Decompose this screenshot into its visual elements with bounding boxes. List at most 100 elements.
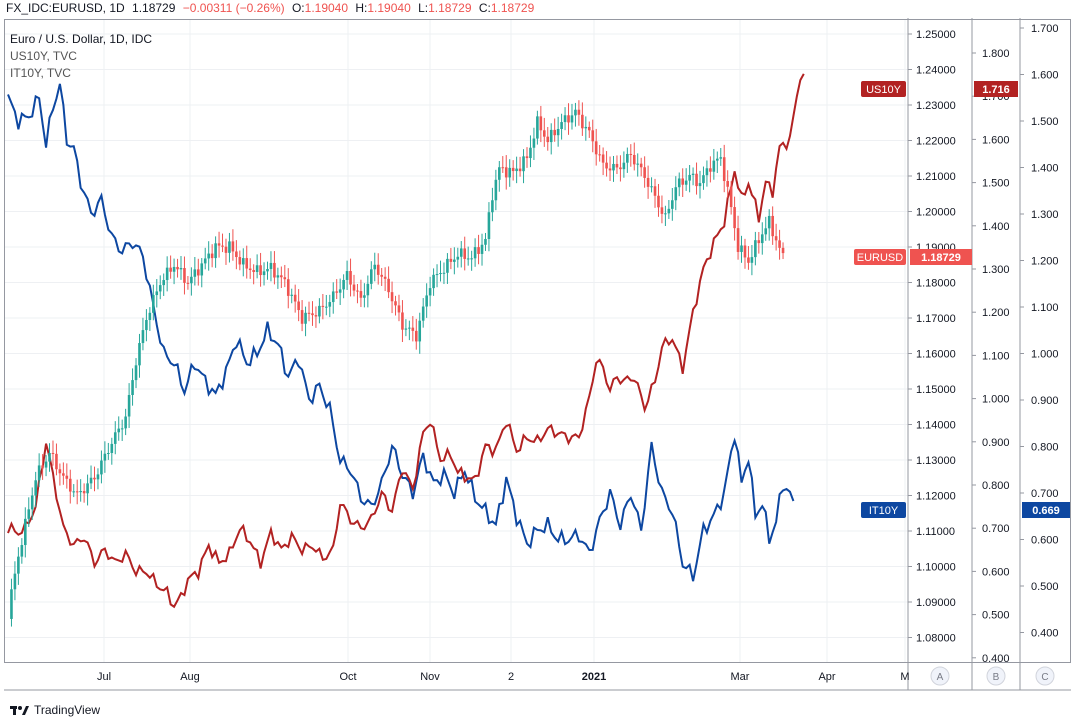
candle-body [214,243,217,259]
us10y-tick-label: 1.300 [982,264,1010,276]
candle-body [352,284,356,291]
candle-body [193,269,197,277]
candle-body [428,288,432,296]
candle-body [740,245,743,252]
x-tick-label: Apr [818,671,835,683]
candle-body [532,138,536,148]
legend-it10y[interactable]: IT10Y, TVC [10,66,71,80]
scale-buttons[interactable]: A B C [930,666,1055,686]
it10y-tick-label: 1.200 [1031,256,1059,268]
candle-body [390,292,394,302]
candle-body [605,162,608,169]
candle-body [466,258,470,260]
eurusd-tick-label: 1.11000 [916,526,955,538]
candle-body [55,453,58,470]
it10y-series [7,83,795,582]
it10y-tick-label: 0.500 [1031,581,1059,593]
candle-body [266,268,269,272]
candle-body [570,115,574,123]
legend-us10y[interactable]: US10Y, TVC [10,49,77,63]
scale-button-c[interactable] [1035,666,1055,686]
candle-body [498,167,501,180]
candle-body [432,274,435,289]
candle-body [314,315,318,317]
eurusd-tick-label: 1.24000 [916,65,956,77]
it10y-tick-label: 1.400 [1031,163,1059,175]
candle-body [172,266,176,272]
candle-body [190,276,193,284]
candle-body [380,274,383,277]
candle-body [62,473,65,476]
candle-body [709,168,712,172]
legend-eurusd[interactable]: Euro / U.S. Dollar, 1D, IDC [10,32,153,46]
candle-body [51,452,55,454]
candle-body [522,156,525,172]
candle-body [255,265,259,272]
candle-body [601,154,605,163]
grid [5,20,908,662]
it10y-tick-label: 1.500 [1031,116,1059,128]
candle-body [152,295,155,313]
candle-body [549,129,553,143]
candle-body [612,163,615,171]
eurusd-tick-label: 1.22000 [916,136,956,148]
candle-body [200,263,204,276]
candle-body [387,278,390,293]
us10y-tick-label: 1.000 [982,394,1010,406]
candle-body [615,163,619,168]
candle-body [176,266,179,270]
us10y-tick-label: 1.200 [982,307,1010,319]
candle-body [716,158,719,161]
candle-body [587,126,591,131]
us10y-value-tag-text: 1.716 [982,84,1010,96]
candle-body [120,428,124,430]
candle-body [560,122,563,129]
candle-body [203,258,207,264]
candle-body [217,243,221,246]
candle-body [463,248,467,259]
eurusd-tick-label: 1.21000 [916,171,956,183]
scale-button-label: A [937,672,944,683]
tradingview-logo[interactable]: TradingView [10,703,100,717]
x-tick-label: M [900,671,909,683]
scale-button-b[interactable] [986,666,1006,686]
us10y-tick-label: 0.500 [982,610,1010,622]
chart-border [4,19,1071,663]
last-value-tags: US10Y 1.716 EURUSD 1.18729 IT10Y 0.669 [854,81,1070,518]
candle-body [72,491,76,493]
candle-body [290,294,294,296]
candle-body [456,256,460,260]
candle-body [103,453,107,461]
candle-body [411,327,415,331]
candle-body [304,312,307,324]
brand-name: TradingView [34,703,101,717]
candle-body [110,443,114,453]
eurusd-tick-label: 1.12000 [916,491,956,503]
candle-body [342,279,345,290]
candle-body [93,477,96,480]
scale-button-a[interactable] [930,666,950,686]
candle-body [705,168,709,176]
it10y-tick-label: 0.700 [1031,488,1059,500]
x-tick-label: Oct [339,671,356,683]
eurusd-tick-label: 1.08000 [916,633,956,645]
candle-body [767,215,771,229]
candle-body [183,268,186,283]
candle-body [688,174,691,181]
candle-body [383,276,387,279]
candle-body [418,320,422,342]
eurusd-value-tag [910,249,972,265]
x-tick-label: Jul [97,671,111,683]
candle-body [17,556,20,574]
candle-body [622,162,626,170]
it10y-tick-label: 1.600 [1031,70,1059,82]
candle-body [504,167,508,178]
eurusd-tick-label: 1.23000 [916,100,956,112]
candle-body [338,289,342,293]
candle-body [228,241,231,253]
candle-body [113,432,117,444]
candle-body [363,295,366,298]
candle-body [778,240,781,248]
candle-body [754,240,757,258]
candle-body [273,262,276,278]
